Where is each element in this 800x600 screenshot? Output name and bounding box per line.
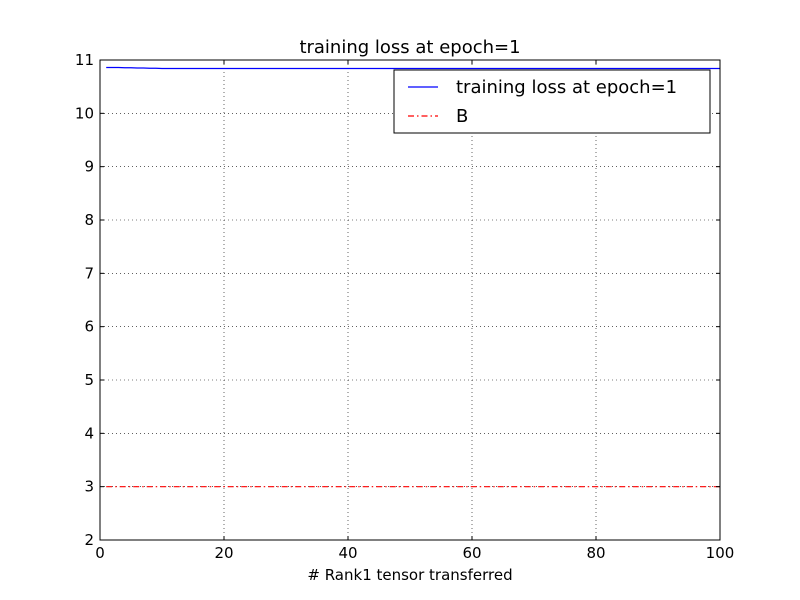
y-tick-label: 8: [84, 211, 94, 229]
legend: training loss at epoch=1 B: [393, 69, 711, 134]
y-tick-label: 10: [75, 104, 94, 122]
x-tick-label: 0: [95, 544, 105, 562]
axis-ticks: 0 20 40 60 80 100 2 3 4 5 6 7 8 9 10 11: [75, 51, 734, 562]
x-axis-label: # Rank1 tensor transferred: [307, 566, 512, 584]
y-tick-label: 2: [84, 531, 94, 549]
legend-label-0: training loss at epoch=1: [456, 77, 677, 98]
y-tick-label: 5: [84, 371, 94, 389]
plot-area-frame: [99, 59, 721, 541]
y-tick-label: 3: [84, 478, 94, 496]
x-tick-label: 80: [586, 544, 605, 562]
legend-label-1: B: [456, 106, 468, 127]
x-tick-label: 100: [706, 544, 735, 562]
x-tick-label: 20: [214, 544, 233, 562]
x-tick-label: 60: [462, 544, 481, 562]
y-tick-label: 7: [84, 264, 94, 282]
y-tick-label: 11: [75, 51, 94, 69]
chart-title: training loss at epoch=1: [299, 37, 520, 58]
y-tick-label: 6: [84, 318, 94, 336]
y-tick-label: 4: [84, 424, 94, 442]
y-tick-label: 9: [84, 158, 94, 176]
x-tick-label: 40: [338, 544, 357, 562]
legend-box: [393, 69, 711, 134]
series-line-0: [106, 66, 720, 70]
series-layer: [106, 66, 720, 488]
